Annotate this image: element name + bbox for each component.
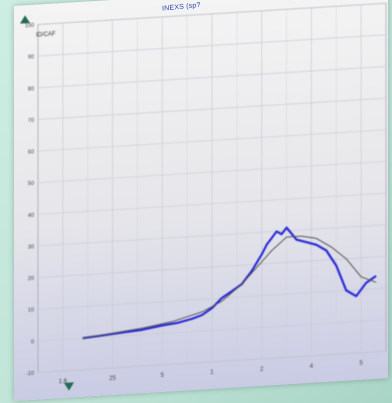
y-tick-label: 40 xyxy=(28,213,34,219)
y-tick-label: 60 xyxy=(28,149,34,155)
y-tick-label: 50 xyxy=(28,181,34,187)
chart-sheet: 100 90 80 70 60 50 40 30 20 10 0 -10 1.6 25 5 1 2 4 5 ID/C… xyxy=(14,0,388,401)
series-line-blue xyxy=(82,226,377,340)
y-tick-label: 20 xyxy=(28,276,34,282)
x-tick-label: 25 xyxy=(109,376,116,382)
y-axis-label: ID/CAF xyxy=(36,31,56,38)
x-tick-label: 5 xyxy=(161,373,165,379)
y-tick-label: 70 xyxy=(28,118,34,124)
x-tick-label: 1 xyxy=(210,370,214,376)
triangle-up-icon xyxy=(20,15,30,24)
series-layer xyxy=(82,226,377,340)
y-tick-label: -10 xyxy=(26,371,34,377)
x-tick-label: 5 xyxy=(359,361,363,367)
y-tick-label: 10 xyxy=(28,308,34,314)
y-tick-label: 80 xyxy=(28,86,34,92)
x-tick-label: 1.6 xyxy=(59,379,68,386)
y-tick-label: 0 xyxy=(31,339,34,345)
x-tick-label: 2 xyxy=(260,367,264,373)
series-line-gray xyxy=(82,235,377,339)
grid-layer xyxy=(37,2,387,373)
y-tick-label: 100 xyxy=(25,23,34,30)
triangle-down-icon xyxy=(64,382,74,391)
y-tick-label: 90 xyxy=(28,54,34,60)
y-tick-label: 30 xyxy=(28,244,34,250)
x-tick-label: 4 xyxy=(310,364,314,370)
